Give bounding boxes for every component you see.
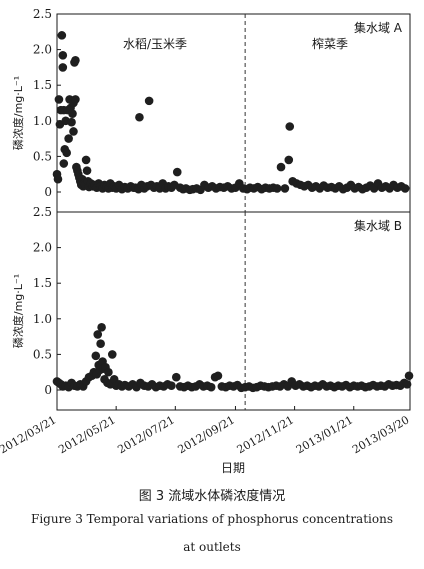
x-tick-label: 2013/01/21 xyxy=(294,413,355,456)
data-point xyxy=(96,339,105,349)
data-point xyxy=(53,174,63,184)
figure-caption-cn: 图 3 流域水体磷浓度情况 xyxy=(138,489,286,504)
panel-b-ytick-label: 0 xyxy=(44,383,52,397)
x-tick-label: 2013/03/20 xyxy=(350,413,411,456)
panel-a-ytick-label: 1.0 xyxy=(33,114,52,128)
data-point xyxy=(91,351,101,361)
x-tick-label: 2012/03/21 xyxy=(0,413,58,456)
data-point xyxy=(69,127,78,136)
data-point xyxy=(171,372,181,382)
x-tick-label: 2012/05/21 xyxy=(56,413,117,456)
panel-a-ytick-label: 0.5 xyxy=(33,149,52,163)
data-point xyxy=(144,96,154,106)
data-point xyxy=(400,184,410,193)
data-point xyxy=(58,63,68,72)
data-point xyxy=(67,117,76,127)
data-point xyxy=(284,155,294,165)
panel-a-ylabel: 磷浓度/mg·L⁻¹ xyxy=(11,76,25,150)
data-point xyxy=(107,350,117,359)
panel-b-ytick-label: 2.5 xyxy=(33,205,52,219)
data-point xyxy=(104,367,113,377)
data-point xyxy=(280,184,290,193)
data-point xyxy=(404,371,414,381)
phosphorus-chart: 0 0.5 1.0 1.5 2.0 2.5 磷浓度/mg·L⁻¹ 集水域 A 水稻/玉米季 榨菜季… xyxy=(0,7,414,475)
data-point xyxy=(81,155,91,165)
data-point xyxy=(62,148,71,158)
data-point xyxy=(135,112,144,122)
data-point xyxy=(58,50,68,60)
data-point xyxy=(206,382,216,392)
panel-a-ytick-label: 1.5 xyxy=(33,78,52,92)
x-tick-label: 2012/07/21 xyxy=(115,413,176,456)
data-point xyxy=(57,31,67,40)
panel-b-frame xyxy=(56,211,411,411)
figure-caption-en-line2: at outlets xyxy=(183,540,241,554)
x-axis-label: 日期 xyxy=(221,461,245,475)
data-point xyxy=(71,95,80,104)
data-point xyxy=(285,122,295,131)
panel-b-ytick-label: 0.5 xyxy=(33,347,52,361)
data-point xyxy=(272,184,282,193)
x-tick-label: 2012/09/21 xyxy=(176,413,237,456)
panel-a-ytick-label: 0 xyxy=(44,185,52,199)
data-point xyxy=(402,380,412,389)
panel-a-period-label: 水稻/玉米季 xyxy=(123,37,187,51)
data-point xyxy=(93,330,103,339)
panel-a-ytick-label: 2.0 xyxy=(33,43,52,57)
data-point xyxy=(64,134,73,143)
data-point xyxy=(82,166,92,175)
panel-b-ytick-label: 1.0 xyxy=(33,312,52,326)
panel-b-ytick-label: 1.5 xyxy=(33,276,52,290)
data-point xyxy=(97,323,106,332)
panel-b-ylabel: 磷浓度/mg·L⁻¹ xyxy=(11,274,25,348)
x-tick-label: 2012/11/21 xyxy=(235,413,296,456)
data-point xyxy=(71,55,80,65)
panel-a-period-label: 榨菜季 xyxy=(312,36,348,51)
panel-a-label: 集水域 A xyxy=(354,20,403,35)
data-point xyxy=(213,371,223,381)
panel-b-ytick-label: 2.0 xyxy=(33,241,52,255)
panel-a-ytick-label: 2.5 xyxy=(33,7,52,21)
data-point xyxy=(54,95,64,104)
data-point xyxy=(59,159,69,168)
data-point xyxy=(167,381,176,391)
data-point xyxy=(172,167,182,177)
data-point xyxy=(68,109,77,118)
data-point xyxy=(276,162,286,172)
panel-b-label: 集水域 B xyxy=(354,218,402,233)
figure-caption-en-line1: Figure 3 Temporal variations of phosphor… xyxy=(31,512,393,526)
